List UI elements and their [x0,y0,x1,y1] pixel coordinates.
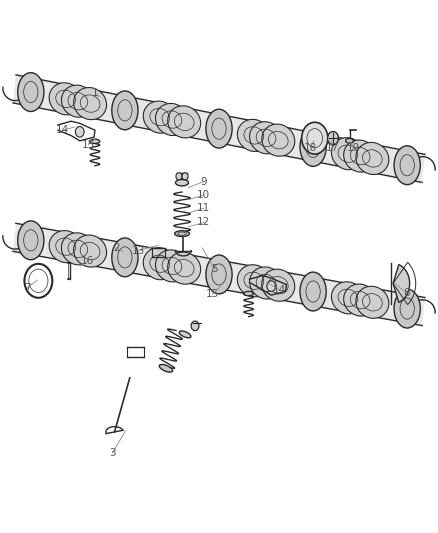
Ellipse shape [346,139,353,143]
Ellipse shape [332,282,364,314]
Ellipse shape [300,127,326,166]
Ellipse shape [159,365,173,372]
Text: 14: 14 [56,125,69,135]
Ellipse shape [356,142,389,174]
Text: 9: 9 [201,176,207,187]
Ellipse shape [90,139,100,143]
Text: 15: 15 [206,289,219,299]
Ellipse shape [176,180,188,186]
Text: 19: 19 [347,143,360,154]
Ellipse shape [143,248,176,280]
Ellipse shape [155,103,188,135]
Circle shape [302,122,328,154]
Ellipse shape [49,231,82,263]
Text: 18: 18 [304,143,317,154]
Ellipse shape [237,119,270,151]
Ellipse shape [168,252,201,284]
Text: 1: 1 [92,87,98,98]
Text: 13: 13 [132,246,145,256]
Ellipse shape [394,289,420,328]
Text: 14: 14 [273,285,286,295]
Ellipse shape [244,292,253,296]
Ellipse shape [74,235,106,267]
Circle shape [75,126,84,137]
Text: 10: 10 [197,190,210,200]
Ellipse shape [300,272,326,311]
Ellipse shape [250,267,283,299]
Text: 8: 8 [403,288,410,298]
Wedge shape [393,264,410,302]
Ellipse shape [112,91,138,130]
Text: 2: 2 [113,243,120,253]
Text: 11: 11 [197,203,210,213]
Ellipse shape [155,250,188,282]
Ellipse shape [49,83,82,115]
Text: 16: 16 [81,256,94,266]
Text: 15: 15 [82,140,95,150]
Text: 3: 3 [109,448,116,458]
Ellipse shape [143,101,176,133]
Ellipse shape [61,85,94,117]
Text: 17: 17 [325,143,339,154]
Ellipse shape [356,286,389,318]
Circle shape [267,281,276,292]
Polygon shape [13,75,425,182]
Ellipse shape [18,72,44,111]
Ellipse shape [74,87,106,119]
Ellipse shape [332,138,364,169]
Polygon shape [13,223,425,326]
Ellipse shape [344,284,377,316]
Ellipse shape [61,233,94,265]
Ellipse shape [112,238,138,277]
Ellipse shape [262,269,295,301]
Circle shape [191,321,199,330]
Ellipse shape [206,109,232,148]
Ellipse shape [394,146,420,184]
Ellipse shape [250,122,283,154]
Text: 5: 5 [212,264,218,274]
Ellipse shape [262,124,295,156]
Ellipse shape [175,231,189,237]
Circle shape [176,173,182,180]
Text: 12: 12 [197,217,210,228]
Ellipse shape [206,255,232,294]
Ellipse shape [237,265,270,297]
Ellipse shape [344,140,377,172]
Circle shape [182,173,188,180]
Text: 7: 7 [24,282,31,293]
Ellipse shape [328,132,339,145]
Ellipse shape [168,106,201,138]
Ellipse shape [18,221,44,260]
Ellipse shape [179,331,191,338]
